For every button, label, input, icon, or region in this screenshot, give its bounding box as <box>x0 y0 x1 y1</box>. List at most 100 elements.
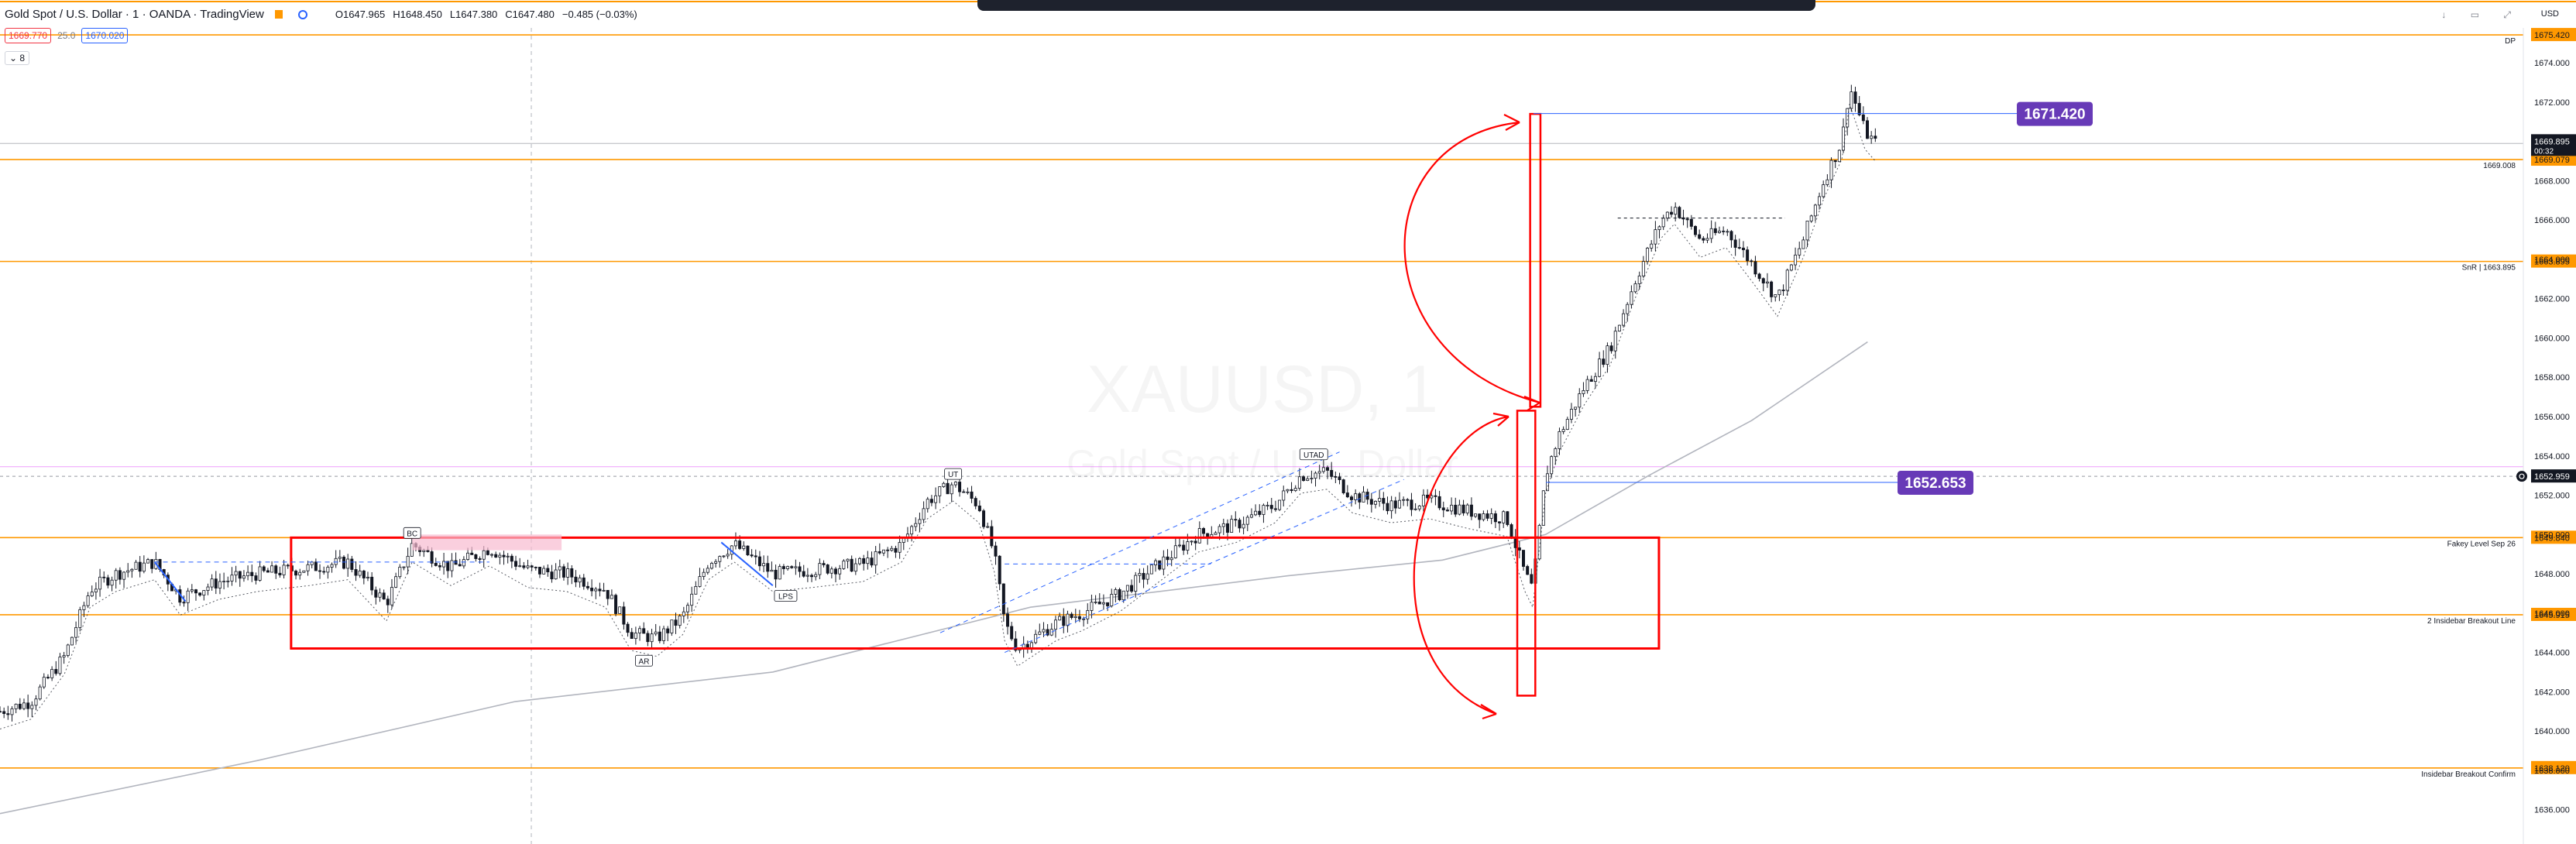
candle-body <box>1110 594 1114 606</box>
candle-body <box>254 575 258 581</box>
candle-body <box>685 605 689 612</box>
candle-body <box>150 559 154 569</box>
candle-body <box>662 628 666 641</box>
channel-line-lower <box>1004 479 1404 654</box>
candle-body <box>562 566 565 578</box>
candle-body <box>794 566 798 568</box>
candle-body <box>902 537 905 543</box>
callout-lower <box>1898 470 1973 495</box>
candle-body <box>218 581 222 588</box>
currency-selector[interactable]: USD <box>2540 9 2559 19</box>
candle-body <box>346 558 350 569</box>
candle-body <box>1626 304 1630 314</box>
indicators-toggle[interactable]: ⌄ 8 <box>5 51 30 65</box>
candle-body <box>270 565 274 573</box>
candle-body <box>646 633 650 643</box>
candle-body <box>470 552 474 555</box>
low-value: L1647.380 <box>449 9 498 20</box>
candle-body <box>1042 629 1046 633</box>
candle-body <box>754 555 757 558</box>
candle-body <box>894 547 898 553</box>
symbol-title[interactable]: Gold Spot / U.S. Dollar · 1 · OANDA · Tr… <box>5 8 264 21</box>
candle-body <box>566 568 570 578</box>
candle-body <box>994 545 998 557</box>
measure-arrow-upper <box>1403 121 1540 404</box>
candle-body <box>1430 495 1434 499</box>
candle-body <box>1685 218 1689 221</box>
candle-body <box>910 526 914 535</box>
candle-body <box>914 523 918 527</box>
candle-body <box>1125 585 1129 592</box>
candle-body <box>550 571 554 580</box>
candle-body <box>1038 631 1042 635</box>
candle-body <box>282 564 286 575</box>
candle-body <box>1134 575 1138 592</box>
candle-body <box>1526 566 1530 575</box>
candle-body <box>402 566 406 568</box>
candle-body <box>694 586 698 595</box>
candle-body <box>538 567 541 575</box>
candle-body <box>22 702 26 709</box>
candle-body <box>1558 431 1561 449</box>
candle-body <box>294 571 298 576</box>
candle-body <box>1674 207 1678 215</box>
candle-body <box>1282 490 1286 501</box>
candle-body <box>330 564 334 568</box>
candle-body <box>1746 249 1750 262</box>
candle-body <box>14 703 18 709</box>
sell-button[interactable]: 1669.770 <box>5 28 52 43</box>
candle-body <box>486 550 489 555</box>
candle-body <box>1785 269 1789 291</box>
candle-body <box>1670 211 1674 215</box>
candle-body <box>98 576 102 590</box>
candle-body <box>1341 479 1345 493</box>
candle-body <box>602 589 606 592</box>
candle-body <box>578 577 582 583</box>
candle-body <box>846 558 850 561</box>
candle-body <box>38 686 42 700</box>
window-controls[interactable]: ↓ ▭ ⤢ <box>2441 9 2522 20</box>
candle-body <box>518 565 522 568</box>
candle-body <box>1633 283 1637 293</box>
drawing-toolbar[interactable] <box>977 0 1815 11</box>
candle-body <box>726 554 730 557</box>
candle-body <box>1173 545 1177 558</box>
level-price-tag <box>2531 28 2576 42</box>
candle-body <box>1757 273 1761 280</box>
arrowhead <box>1492 412 1510 427</box>
callout-upper-text: 1671.420 <box>2024 107 2085 123</box>
candle-body <box>1269 505 1273 509</box>
candle-body <box>982 510 986 527</box>
candle-body <box>1506 511 1510 525</box>
candle-body <box>302 570 306 573</box>
candle-body <box>1114 589 1118 595</box>
candle-body <box>898 542 902 553</box>
flag-icon[interactable] <box>274 10 283 19</box>
candle-body <box>670 619 674 633</box>
candle-body <box>634 633 637 640</box>
candle-body <box>822 563 826 565</box>
candle-body <box>1145 573 1149 580</box>
candle-body <box>390 587 393 606</box>
level-price-text: 1663.895 <box>2534 258 2570 267</box>
candle-body <box>586 585 589 588</box>
candle-body <box>630 632 634 640</box>
candle-body <box>542 568 546 575</box>
change-value: −0.485 (−0.03%) <box>562 9 637 20</box>
candle-body <box>1441 507 1445 511</box>
candle-body <box>1650 243 1654 249</box>
candle-body <box>1789 264 1793 271</box>
candle-body <box>666 628 670 633</box>
buy-button[interactable]: 1670.020 <box>81 28 129 43</box>
level-label: 1669.008 <box>2483 162 2516 170</box>
candle-body <box>1290 489 1293 492</box>
candle-body <box>702 571 706 577</box>
candle-body <box>1278 499 1282 510</box>
candle-body <box>1805 221 1809 241</box>
candle-body <box>1214 532 1218 535</box>
price-axis-tick: 1672.000 <box>2534 98 2570 108</box>
candle-body <box>1182 544 1186 551</box>
candle-body <box>1130 585 1134 592</box>
